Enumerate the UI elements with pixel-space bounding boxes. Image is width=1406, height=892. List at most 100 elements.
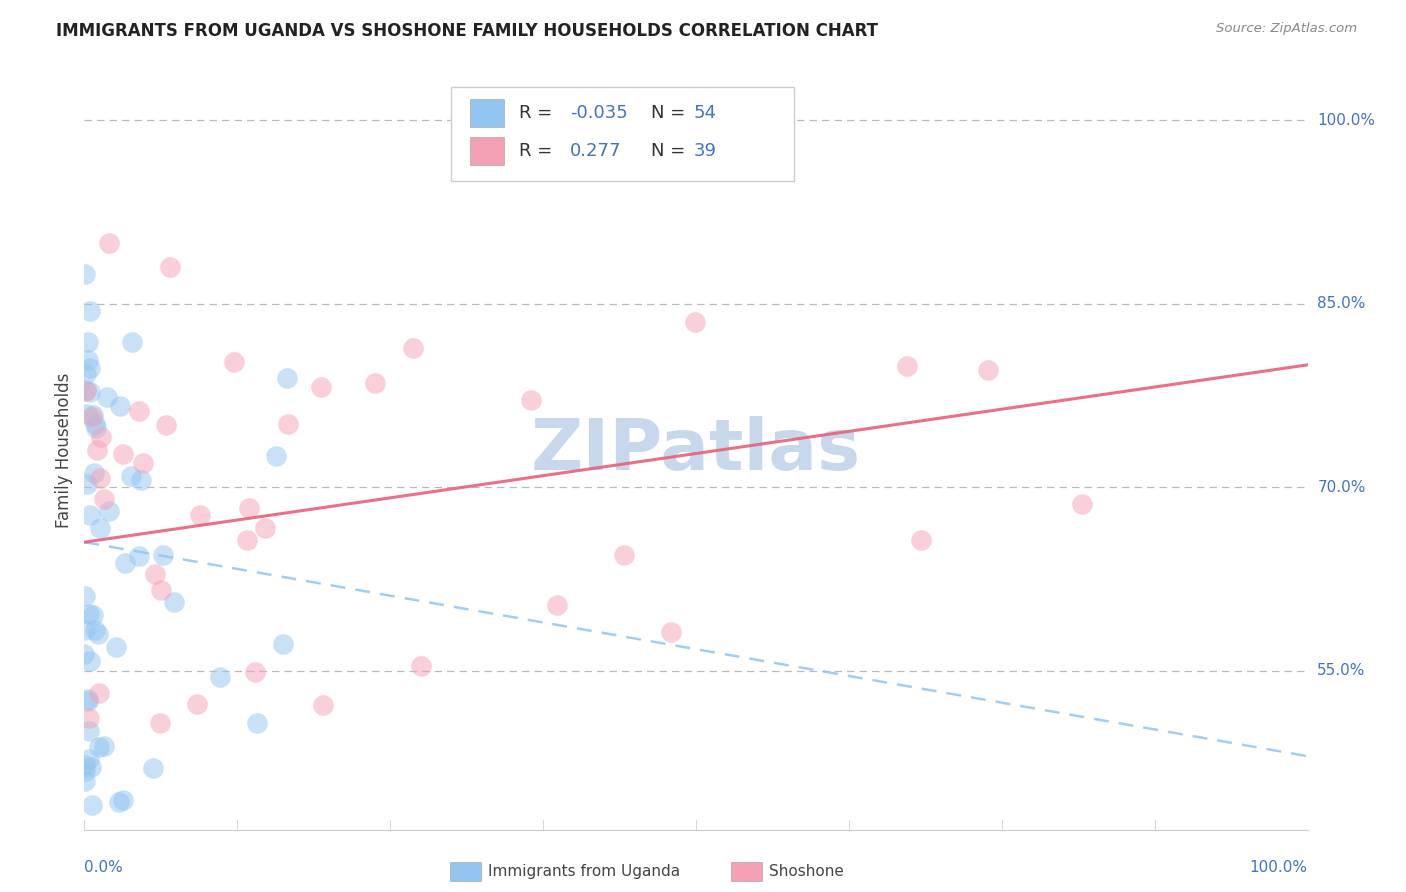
- Point: [77, 694, 100, 708]
- Point: [93, 739, 115, 754]
- Point: [186, 697, 208, 711]
- Point: [309, 379, 332, 393]
- Point: [75, 383, 97, 397]
- Point: [659, 624, 682, 639]
- Text: 39: 39: [693, 142, 717, 160]
- Point: [75, 384, 97, 399]
- Text: N =: N =: [651, 104, 690, 122]
- Point: [149, 582, 172, 597]
- Text: Shoshone: Shoshone: [769, 864, 844, 879]
- Point: [79, 303, 101, 318]
- Point: [1071, 497, 1094, 511]
- Point: [152, 548, 174, 562]
- Point: [79, 723, 101, 738]
- Point: [238, 500, 260, 515]
- Text: -0.035: -0.035: [569, 104, 627, 122]
- FancyBboxPatch shape: [451, 87, 794, 181]
- Point: [159, 260, 181, 274]
- Point: [128, 549, 150, 563]
- Text: 55.0%: 55.0%: [1317, 663, 1365, 678]
- Point: [142, 761, 165, 775]
- Point: [77, 752, 100, 766]
- Point: [243, 665, 266, 680]
- Text: Source: ZipAtlas.com: Source: ZipAtlas.com: [1216, 22, 1357, 36]
- Point: [143, 566, 166, 581]
- Point: [84, 421, 107, 435]
- Text: 0.277: 0.277: [569, 142, 621, 160]
- Point: [896, 359, 918, 374]
- Point: [312, 698, 335, 712]
- Point: [80, 760, 103, 774]
- Point: [271, 637, 294, 651]
- Text: 100.0%: 100.0%: [1317, 112, 1375, 128]
- Text: 54: 54: [693, 104, 717, 122]
- Point: [520, 392, 543, 407]
- Text: R =: R =: [519, 142, 564, 160]
- Y-axis label: Family Households: Family Households: [55, 373, 73, 528]
- Text: R =: R =: [519, 104, 558, 122]
- Point: [277, 417, 299, 431]
- Point: [87, 627, 110, 641]
- Point: [79, 360, 101, 375]
- FancyBboxPatch shape: [470, 99, 503, 127]
- FancyBboxPatch shape: [470, 137, 503, 165]
- Point: [87, 740, 110, 755]
- Point: [108, 400, 131, 414]
- Point: [82, 607, 104, 622]
- Point: [149, 715, 172, 730]
- Point: [105, 640, 128, 655]
- Point: [112, 793, 135, 807]
- Point: [77, 607, 100, 622]
- Point: [77, 353, 100, 368]
- Point: [97, 235, 120, 250]
- Point: [82, 797, 104, 812]
- Point: [910, 533, 932, 548]
- Point: [236, 533, 259, 548]
- Point: [86, 442, 108, 457]
- Point: [107, 795, 129, 809]
- Point: [76, 407, 98, 421]
- Point: [79, 654, 101, 668]
- Point: [111, 446, 134, 460]
- Text: N =: N =: [651, 142, 690, 160]
- Point: [77, 334, 100, 349]
- Point: [128, 403, 150, 417]
- Point: [79, 384, 101, 399]
- Point: [75, 774, 97, 789]
- Point: [120, 469, 142, 483]
- Text: IMMIGRANTS FROM UGANDA VS SHOSHONE FAMILY HOUSEHOLDS CORRELATION CHART: IMMIGRANTS FROM UGANDA VS SHOSHONE FAMIL…: [56, 22, 879, 40]
- Point: [76, 477, 98, 491]
- Point: [77, 711, 100, 725]
- Text: 85.0%: 85.0%: [1317, 296, 1365, 311]
- Point: [224, 355, 246, 369]
- Point: [98, 503, 121, 517]
- Point: [264, 449, 287, 463]
- Point: [209, 670, 232, 684]
- Text: ZIPatlas: ZIPatlas: [531, 416, 860, 485]
- Point: [129, 473, 152, 487]
- Point: [76, 692, 98, 706]
- Point: [75, 268, 97, 282]
- Point: [73, 589, 96, 603]
- Point: [155, 418, 177, 433]
- Point: [90, 430, 112, 444]
- Point: [132, 456, 155, 470]
- Point: [89, 686, 111, 700]
- Point: [121, 334, 143, 349]
- Point: [89, 521, 111, 535]
- Point: [84, 624, 107, 638]
- Text: 0.0%: 0.0%: [84, 860, 124, 875]
- Point: [411, 659, 433, 673]
- Point: [82, 408, 104, 422]
- Point: [75, 764, 97, 779]
- Point: [80, 410, 103, 425]
- Point: [73, 647, 96, 661]
- Point: [83, 417, 105, 432]
- Text: 100.0%: 100.0%: [1250, 860, 1308, 875]
- Point: [75, 624, 97, 638]
- Point: [75, 758, 97, 772]
- Text: Immigrants from Uganda: Immigrants from Uganda: [488, 864, 681, 879]
- Point: [96, 390, 118, 404]
- Point: [93, 492, 115, 507]
- Point: [245, 715, 267, 730]
